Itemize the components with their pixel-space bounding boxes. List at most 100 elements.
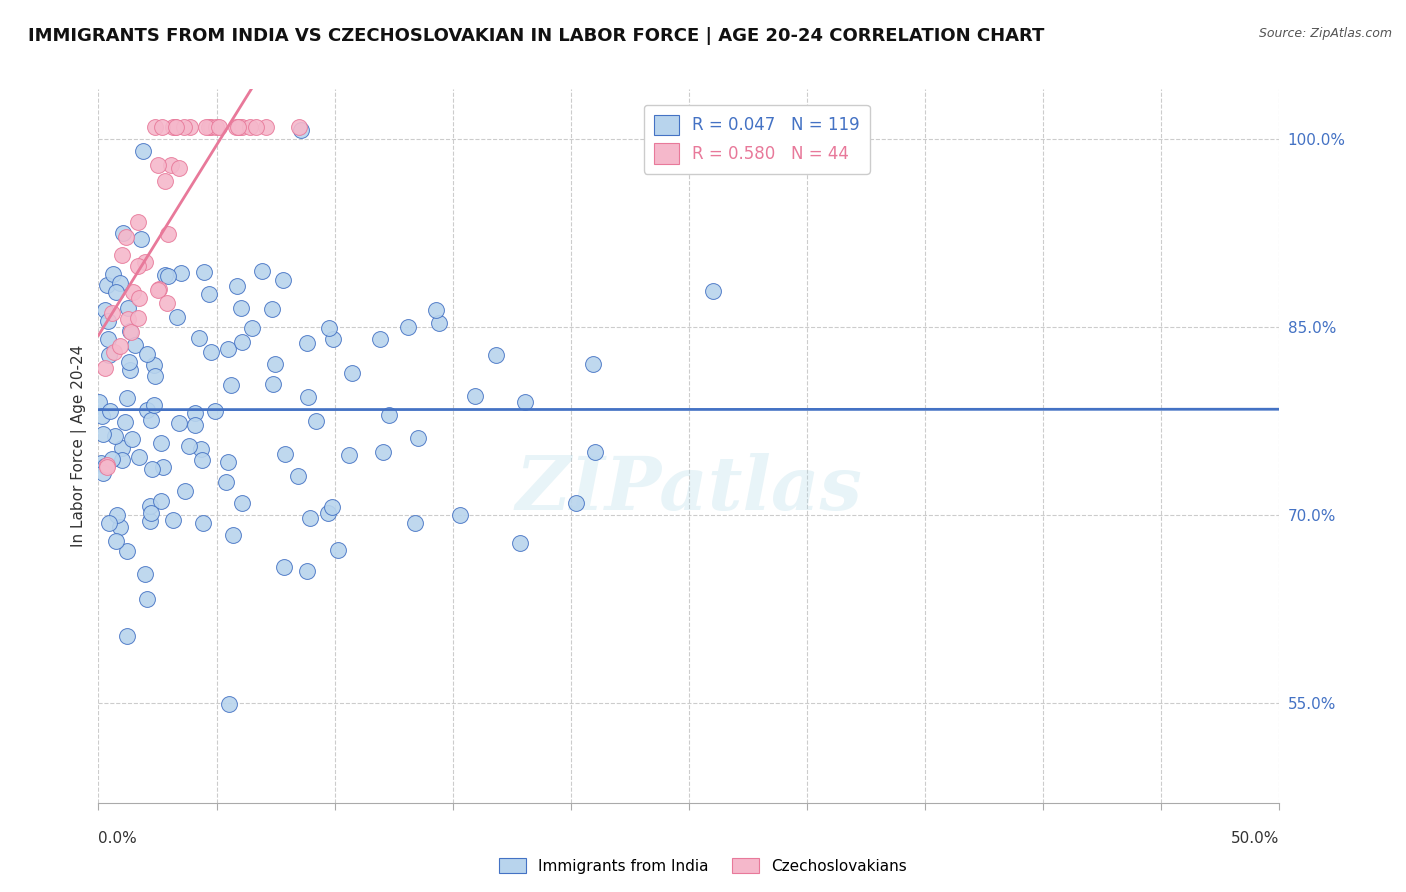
Point xyxy=(124,338,146,352)
Point xyxy=(340,366,363,380)
Point xyxy=(160,158,183,172)
Point xyxy=(218,697,240,711)
Point xyxy=(262,377,284,392)
Point xyxy=(148,158,170,172)
Point xyxy=(150,494,173,508)
Point xyxy=(239,120,262,134)
Point xyxy=(318,321,340,335)
Point xyxy=(141,506,163,520)
Point xyxy=(287,120,309,134)
Point xyxy=(115,230,138,244)
Point xyxy=(94,458,117,473)
Point xyxy=(378,409,401,423)
Point xyxy=(93,360,115,375)
Point xyxy=(128,291,150,305)
Point xyxy=(156,295,179,310)
Point xyxy=(273,273,295,287)
Point xyxy=(274,447,297,461)
Point xyxy=(195,120,218,134)
Point xyxy=(101,306,124,320)
Point xyxy=(264,357,287,371)
Point xyxy=(273,559,295,574)
Point xyxy=(153,268,176,282)
Point xyxy=(148,282,170,296)
Point xyxy=(146,283,169,297)
Point xyxy=(165,120,187,134)
Point xyxy=(169,266,191,280)
Point xyxy=(173,484,195,499)
Point xyxy=(179,120,201,134)
Point xyxy=(485,348,508,362)
Point xyxy=(96,458,118,472)
Point xyxy=(326,543,349,558)
Point xyxy=(115,391,138,405)
Point xyxy=(112,227,135,241)
Point xyxy=(141,413,163,427)
Point xyxy=(111,453,134,467)
Point xyxy=(198,287,221,301)
Point xyxy=(290,123,312,137)
Point xyxy=(297,335,319,350)
Point xyxy=(188,331,211,345)
Point xyxy=(208,120,231,134)
Point xyxy=(143,358,166,372)
Point xyxy=(262,302,284,317)
Point xyxy=(193,264,215,278)
Point xyxy=(565,496,588,510)
Point xyxy=(287,468,309,483)
Point xyxy=(250,264,273,278)
Point xyxy=(464,389,486,403)
Point xyxy=(205,120,228,134)
Point xyxy=(108,519,131,533)
Point xyxy=(152,460,174,475)
Point xyxy=(101,267,124,281)
Point xyxy=(104,428,127,442)
Point xyxy=(122,285,145,299)
Point xyxy=(100,451,122,466)
Point xyxy=(221,528,243,542)
Point xyxy=(337,449,360,463)
Point xyxy=(167,161,190,175)
Point xyxy=(162,512,184,526)
Point xyxy=(297,390,319,404)
Point xyxy=(132,144,155,158)
Point xyxy=(118,324,141,338)
Point xyxy=(225,120,247,134)
Point xyxy=(97,314,120,328)
Y-axis label: In Labor Force | Age 20-24: In Labor Force | Age 20-24 xyxy=(72,345,87,547)
Point xyxy=(217,455,239,469)
Point xyxy=(139,500,162,514)
Point xyxy=(449,508,471,523)
Point xyxy=(191,453,214,467)
Point xyxy=(114,415,136,429)
Point xyxy=(136,592,159,607)
Point xyxy=(141,462,163,476)
Point xyxy=(225,279,247,293)
Point xyxy=(702,285,724,299)
Point xyxy=(117,301,139,315)
Point xyxy=(127,311,149,326)
Point xyxy=(121,432,143,446)
Point xyxy=(316,506,339,520)
Point xyxy=(167,416,190,430)
Legend: Immigrants from India, Czechoslovakians: Immigrants from India, Czechoslovakians xyxy=(492,852,914,880)
Text: 0.0%: 0.0% xyxy=(98,831,138,847)
Point xyxy=(190,442,212,456)
Point xyxy=(117,312,139,326)
Point xyxy=(404,516,426,530)
Point xyxy=(297,564,319,578)
Point xyxy=(153,174,176,188)
Point xyxy=(150,120,173,134)
Point xyxy=(117,544,139,558)
Point xyxy=(134,255,156,269)
Point xyxy=(93,467,115,481)
Point xyxy=(143,120,166,134)
Point xyxy=(305,413,328,427)
Point xyxy=(226,120,249,134)
Point xyxy=(108,276,131,290)
Point xyxy=(149,435,172,450)
Point xyxy=(97,332,120,346)
Point xyxy=(198,120,221,134)
Point xyxy=(204,404,226,418)
Point xyxy=(91,409,114,424)
